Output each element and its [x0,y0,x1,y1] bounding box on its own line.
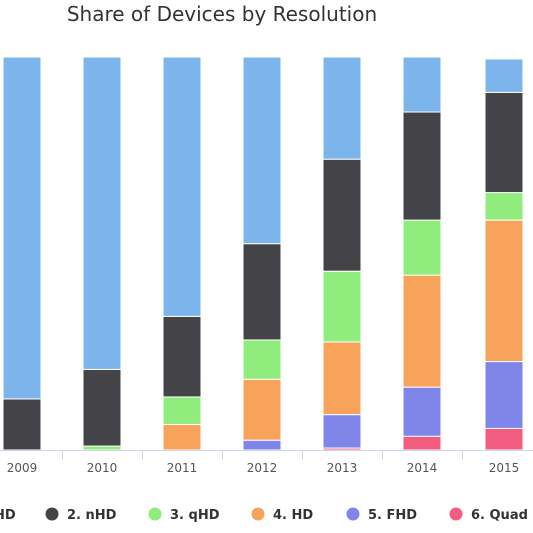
bar-segment-2012-4-hd[interactable] [242,378,282,441]
bar-segment-2009-1-nhd[interactable] [2,56,42,400]
bar-segment-2013-2-nhd[interactable] [322,158,362,272]
x-axis: 2009 2010 2011 2012 2013 2014 2015 [0,450,533,475]
legend-item-1-nhd[interactable]: HD [0,508,16,524]
bar-segment-2012-1-nhd[interactable] [242,56,282,245]
bar-segment-2014-5-fhd[interactable] [402,386,442,437]
bar-segment-2014-3-qhd[interactable] [402,219,442,276]
legend-marker-icon [346,507,360,521]
legend-marker-icon [148,507,162,521]
bar-segment-2015-1-nhd[interactable] [484,58,524,93]
bar-segment-2014-4-hd[interactable] [402,274,442,388]
bar-segment-2015-5-fhd[interactable] [484,361,524,429]
x-tick-label-2011: 2011 [167,461,198,475]
legend-item-6-quad[interactable]: 6. Quad [449,507,528,524]
legend-marker-icon [449,507,463,521]
legend-item-3-qhd[interactable]: 3. qHD [148,507,220,524]
legend-marker-icon [251,507,265,521]
bar-segment-2014-6-quad[interactable] [402,435,442,451]
x-tick-label-2012: 2012 [247,461,278,475]
bar-segment-2009-2-nhd[interactable] [2,398,42,451]
bar-segment-2011-4-hd[interactable] [162,423,202,451]
x-tick-label-2013: 2013 [327,461,358,475]
chart-title: Share of Devices by Resolution [67,2,377,26]
legend-item-5-fhd[interactable]: 5. FHD [346,507,418,524]
bar-segment-2014-2-nhd[interactable] [402,111,442,221]
bar-segment-2011-1-nhd[interactable] [162,56,202,317]
legend-label: 4. HD [273,508,313,523]
bars-group [2,56,524,451]
bar-segment-2013-5-fhd[interactable] [322,414,362,449]
x-tick-label-2014: 2014 [407,461,438,475]
legend-label: 5. FHD [368,508,417,523]
bar-segment-2012-5-fhd[interactable] [242,439,282,451]
bar-segment-2010-2-nhd[interactable] [82,368,122,447]
bar-segment-2015-6-quad[interactable] [484,427,524,451]
x-tick-label-2015: 2015 [489,461,520,475]
bar-segment-2010-3-qhd[interactable] [82,445,122,451]
bar-segment-2015-2-nhd[interactable] [484,91,524,194]
x-tick-label-2010: 2010 [87,461,118,475]
bar-segment-2012-2-nhd[interactable] [242,243,282,341]
bar-segment-2011-2-nhd[interactable] [162,315,202,398]
bar-segment-2013-4-hd[interactable] [322,341,362,416]
bar-segment-2010-1-nhd[interactable] [82,56,122,370]
legend-label: 2. nHD [67,508,117,523]
legend: HD 2. nHD 3. qHD 4. HD 5. FHD 6. Quad [0,507,528,524]
bar-segment-2013-1-nhd[interactable] [322,56,362,160]
bar-segment-2013-3-qhd[interactable] [322,270,362,343]
bar-segment-2011-3-qhd[interactable] [162,396,202,425]
legend-label: 3. qHD [170,508,220,523]
legend-marker-icon [45,507,59,521]
bar-segment-2015-3-qhd[interactable] [484,192,524,221]
bar-segment-2015-4-hd[interactable] [484,219,524,363]
bar-segment-2014-1-nhd[interactable] [402,56,442,113]
bar-segment-2012-3-qhd[interactable] [242,339,282,380]
legend-label: 6. Quad [471,508,528,523]
legend-item-2-nhd[interactable]: 2. nHD [45,507,117,524]
legend-label: HD [0,508,16,523]
x-tick-label-2009: 2009 [7,461,38,475]
legend-item-4-hd[interactable]: 4. HD [251,507,314,524]
